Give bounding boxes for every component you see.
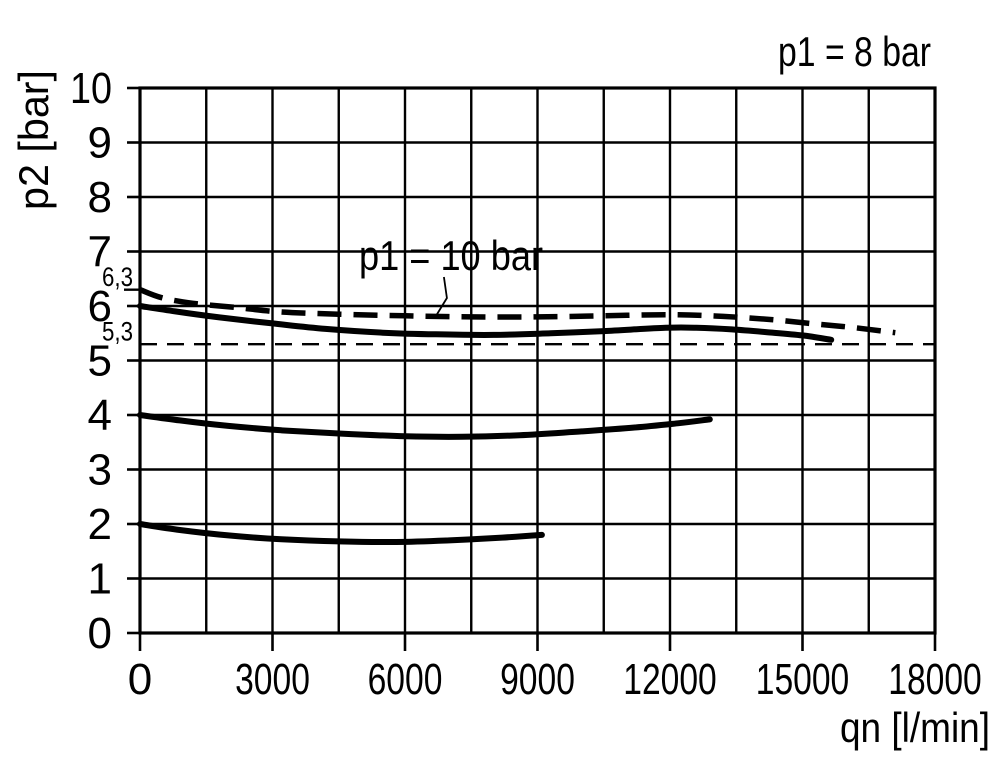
y-tick-label: 0 [88,609,112,658]
y-tick-label: 9 [88,119,112,168]
curve-curve-set-2bar [137,521,545,546]
reference-mark-label: 6,3 [102,262,133,292]
y-tick-label: 3 [88,446,112,495]
x-tick-label: 9000 [500,655,575,704]
annotation-leader-line [435,276,448,317]
annotation-p1-10bar: p1 = 10 bar [359,232,543,279]
x-tick-label: 18000 [888,655,982,704]
x-tick-label: 12000 [623,655,717,704]
x-tick-label: 6000 [368,655,443,704]
curve-p1-10bar-inlet [138,287,896,336]
curve-curve-set-6bar [137,303,835,343]
y-tick-label: 8 [88,173,112,222]
plot-area: 0 3000 6000 9000 12000 15000 18000 0 1 2 3 4 5 6 7 8 9 10… [70,64,982,704]
reference-mark-label: 5,3 [102,317,133,347]
y-tick-label: 5 [88,337,112,386]
y-tick-label: 7 [88,228,112,277]
x-axis-label: qn [l/min] [840,704,990,751]
x-tick-label: 0 [128,655,152,704]
y-tick-label: 4 [88,391,112,440]
y-tick-label: 1 [88,555,112,604]
y-tick-label: 2 [88,500,112,549]
chart-title: p1 = 8 bar [778,28,931,75]
x-tick-label: 3000 [235,655,310,704]
y-tick-label: 6 [88,282,112,331]
y-tick-label: 10 [70,64,112,113]
x-tick-label: 15000 [756,655,850,704]
y-axis-label: p2 [bar] [10,70,57,210]
curve-curve-set-4bar [137,412,713,440]
